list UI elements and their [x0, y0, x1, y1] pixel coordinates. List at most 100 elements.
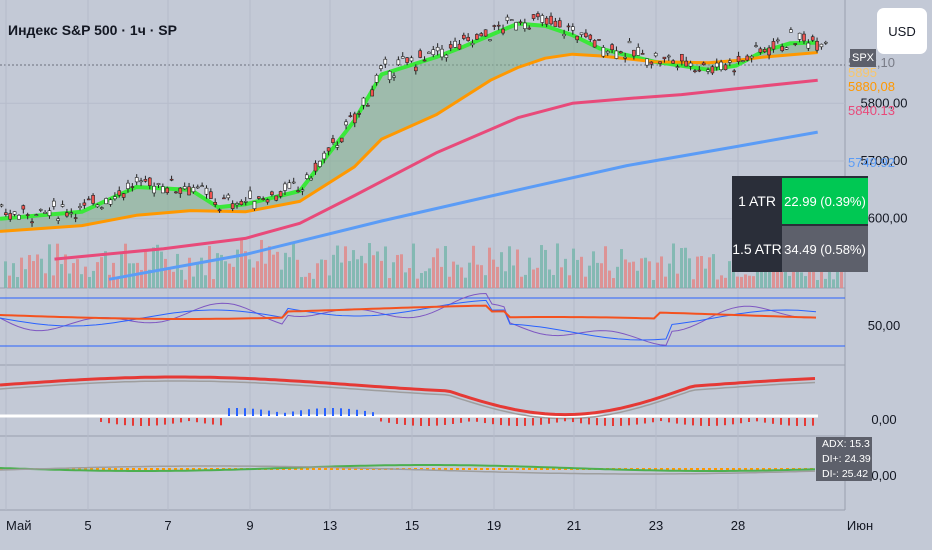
volume-bar: [648, 261, 651, 288]
volume-bar: [500, 252, 503, 288]
volume-bar: [356, 259, 359, 288]
volume-bar: [444, 246, 447, 288]
candle-body: [444, 54, 449, 58]
candle-body: [762, 49, 767, 53]
candle-body: [719, 61, 723, 71]
candle-body: [200, 185, 204, 188]
macd-hist-bar: [436, 418, 438, 426]
volume-bar: [768, 266, 771, 288]
volume-bar: [16, 277, 19, 288]
symbol-tag: SPX: [850, 49, 876, 67]
volume-bar: [144, 251, 147, 288]
macd-hist-bar: [276, 411, 278, 416]
volume-bar: [100, 257, 103, 288]
candle-body: [239, 201, 244, 206]
volume-bar: [616, 266, 619, 288]
candle-body: [562, 34, 566, 37]
atr-row-2: 1.5 ATR 34.49 (0.58%): [732, 226, 868, 272]
volume-bar: [120, 254, 123, 288]
candle-body: [571, 26, 575, 31]
candle-body: [104, 198, 108, 205]
macd-hist-bar: [180, 418, 182, 423]
volume-bar: [260, 239, 263, 288]
macd-hist-bar: [316, 408, 318, 416]
candle-body: [549, 15, 553, 25]
volume-bar: [828, 263, 831, 288]
volume-bar: [476, 264, 479, 288]
volume-bar: [432, 257, 435, 288]
volume-bar: [636, 270, 639, 288]
volume-bar: [772, 262, 775, 288]
macd-hist-bar: [196, 418, 198, 423]
macd-hist-bar: [732, 418, 734, 425]
macd-hist-bar: [468, 418, 470, 422]
candle-body: [780, 46, 784, 52]
candle-body: [527, 27, 532, 30]
volume-bar: [724, 277, 727, 288]
di-minus-value: DI-: 25.42: [822, 468, 869, 480]
volume-bar: [672, 243, 675, 288]
macd-hist-bar: [260, 409, 262, 416]
price-label: 5749.92: [848, 155, 895, 170]
candle-body: [270, 191, 274, 196]
candle-body: [741, 60, 745, 62]
macd-hist-bar: [284, 412, 286, 416]
candle-body: [597, 39, 601, 41]
volume-bar: [176, 253, 179, 288]
volume-bar: [236, 249, 239, 288]
candle-body: [130, 186, 135, 188]
volume-bar: [68, 273, 71, 288]
candle-body: [680, 53, 684, 62]
candle-body: [723, 64, 728, 71]
macd-hist-bar: [540, 418, 542, 425]
volume-bar: [560, 267, 563, 288]
volume-bar: [164, 258, 167, 288]
candle-body: [43, 212, 47, 214]
candle-body: [357, 113, 361, 115]
volume-bar: [588, 265, 591, 288]
macd-hist-bar: [132, 418, 134, 426]
price-tick-label: 5600,00: [861, 211, 908, 226]
volume-bar: [400, 254, 403, 288]
macd-hist-bar: [692, 418, 694, 426]
volume-bar: [420, 273, 423, 288]
series-line-1: [0, 51, 818, 233]
candle-body: [12, 211, 17, 215]
candle-body: [767, 47, 771, 56]
volume-bar: [416, 278, 419, 288]
candle-body: [684, 60, 689, 67]
macd-hist-bar: [348, 408, 350, 416]
candle-body: [34, 214, 39, 216]
candle-body: [531, 14, 536, 19]
candle-body: [610, 44, 614, 51]
macd-hist-bar: [380, 418, 382, 422]
macd-hist-bar: [476, 418, 478, 422]
candle-body: [379, 65, 383, 69]
volume-bar: [376, 251, 379, 288]
volume-bar: [404, 272, 407, 288]
volume-bar: [592, 251, 595, 288]
volume-bar: [516, 249, 519, 288]
adx-pane: [0, 464, 816, 475]
volume-bar: [596, 262, 599, 288]
volume-bar: [244, 251, 247, 288]
volume-bar: [548, 269, 551, 288]
macd-hist-bar: [164, 418, 166, 425]
macd-tick-label: 0,00: [871, 412, 896, 427]
macd-hist-bar: [332, 408, 334, 416]
volume-bar: [812, 264, 815, 288]
candle-body: [566, 25, 571, 28]
candle-body: [427, 51, 431, 54]
macd-hist-bar: [396, 418, 398, 424]
macd-hist-bar: [100, 418, 102, 422]
macd-hist-bar: [452, 418, 454, 424]
candle-body: [252, 201, 257, 209]
macd-hist-bar: [612, 418, 614, 426]
volume-bar: [80, 274, 83, 288]
volume-bar: [232, 266, 235, 288]
series-line-3: [108, 130, 818, 281]
candle-body: [95, 204, 100, 208]
volume-bar: [252, 267, 255, 288]
currency-button[interactable]: USD: [877, 8, 927, 54]
